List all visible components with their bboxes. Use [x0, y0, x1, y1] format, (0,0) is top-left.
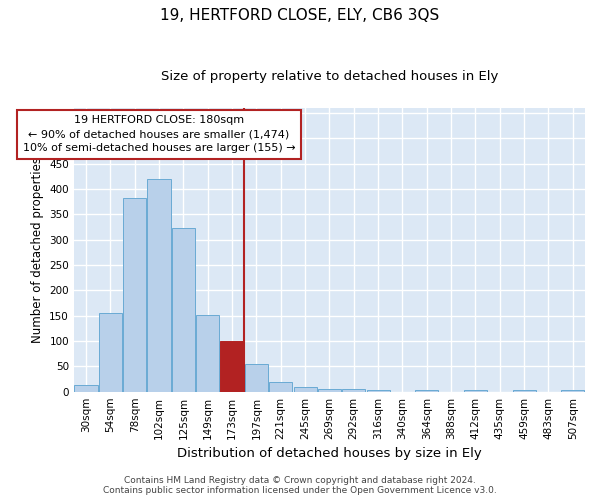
- X-axis label: Distribution of detached houses by size in Ely: Distribution of detached houses by size …: [177, 447, 482, 460]
- Bar: [318, 389, 341, 392]
- Bar: [123, 198, 146, 392]
- Bar: [99, 313, 122, 392]
- Bar: [172, 228, 195, 392]
- Bar: [220, 341, 244, 392]
- Bar: [367, 390, 389, 392]
- Bar: [342, 389, 365, 392]
- Text: 19 HERTFORD CLOSE: 180sqm
← 90% of detached houses are smaller (1,474)
10% of se: 19 HERTFORD CLOSE: 180sqm ← 90% of detac…: [23, 116, 295, 154]
- Text: Contains HM Land Registry data © Crown copyright and database right 2024.
Contai: Contains HM Land Registry data © Crown c…: [103, 476, 497, 495]
- Bar: [74, 385, 98, 392]
- Y-axis label: Number of detached properties: Number of detached properties: [31, 156, 44, 342]
- Bar: [293, 386, 317, 392]
- Text: 19, HERTFORD CLOSE, ELY, CB6 3QS: 19, HERTFORD CLOSE, ELY, CB6 3QS: [160, 8, 440, 22]
- Bar: [512, 390, 536, 392]
- Bar: [269, 382, 292, 392]
- Bar: [415, 390, 439, 392]
- Bar: [561, 390, 584, 392]
- Bar: [464, 390, 487, 392]
- Bar: [245, 364, 268, 392]
- Bar: [196, 314, 219, 392]
- Bar: [148, 179, 170, 392]
- Title: Size of property relative to detached houses in Ely: Size of property relative to detached ho…: [161, 70, 498, 83]
